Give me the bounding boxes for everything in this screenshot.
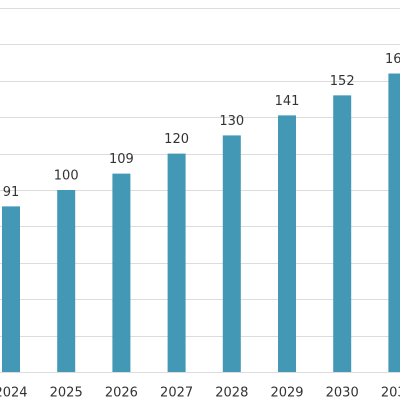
x-tick-label: 2025 — [50, 386, 83, 400]
x-tick-label: 2026 — [105, 386, 138, 400]
value-label: 164 — [385, 52, 400, 67]
x-tick-label: 2031 — [381, 386, 400, 400]
x-tick-label: 2027 — [160, 386, 193, 400]
bar — [333, 95, 352, 373]
x-tick-label: 2030 — [326, 386, 359, 400]
value-label: 109 — [109, 152, 134, 167]
value-label: 130 — [219, 114, 244, 129]
value-label: 152 — [330, 74, 355, 89]
bar — [388, 73, 400, 373]
bar — [167, 153, 186, 372]
value-label: 91 — [3, 185, 20, 200]
bar — [112, 173, 131, 372]
value-label: 120 — [164, 132, 189, 147]
x-tick-label: 2028 — [215, 386, 248, 400]
x-tick-label: 2029 — [270, 386, 303, 400]
bar — [57, 190, 76, 372]
value-label: 100 — [54, 169, 79, 184]
value-label: 141 — [275, 94, 300, 109]
bar — [222, 135, 241, 372]
x-tick-label: 2024 — [0, 386, 28, 400]
bar — [2, 206, 20, 372]
bar — [278, 115, 296, 372]
